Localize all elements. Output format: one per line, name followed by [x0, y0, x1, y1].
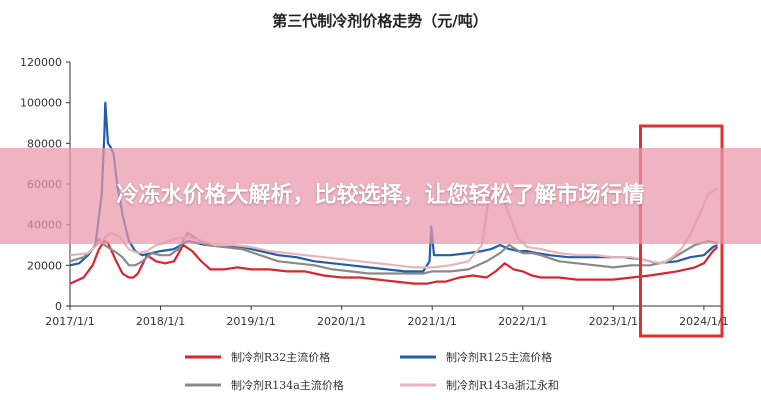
legend-label: 制冷剂R32主流价格 [231, 350, 330, 364]
legend-label: 制冷剂R125主流价格 [446, 350, 552, 364]
x-tick-label: 2023/1/1 [589, 315, 638, 328]
legend-label: 制冷剂R134a主流价格 [231, 378, 344, 392]
x-tick-label: 2017/1/1 [45, 315, 94, 328]
x-tick-label: 2021/1/1 [408, 315, 457, 328]
y-tick-label: 0 [55, 300, 62, 313]
x-tick-label: 2024/1/1 [679, 315, 728, 328]
series-line-4 [69, 187, 719, 269]
headline-banner: 冷冻水价格大解析，比较选择，让您轻松了解市场行情 [0, 148, 761, 244]
x-tick-label: 2019/1/1 [226, 315, 275, 328]
legend-label: 制冷剂R143a浙江永和 [446, 378, 559, 392]
chart-title: 第三代制冷剂价格走势（元/吨） [272, 12, 487, 30]
x-tick-label: 2020/1/1 [317, 315, 366, 328]
series-line-3 [69, 231, 718, 275]
y-tick-label: 120000 [20, 56, 62, 69]
x-tick-label: 2018/1/1 [136, 315, 185, 328]
series-line-1 [69, 239, 719, 285]
x-tick-label: 2022/1/1 [498, 315, 547, 328]
headline-text: 冷冻水价格大解析，比较选择，让您轻松了解市场行情 [116, 183, 645, 208]
y-tick-label: 80000 [27, 137, 62, 150]
y-tick-label: 20000 [27, 259, 62, 272]
y-tick-label: 100000 [20, 97, 62, 110]
